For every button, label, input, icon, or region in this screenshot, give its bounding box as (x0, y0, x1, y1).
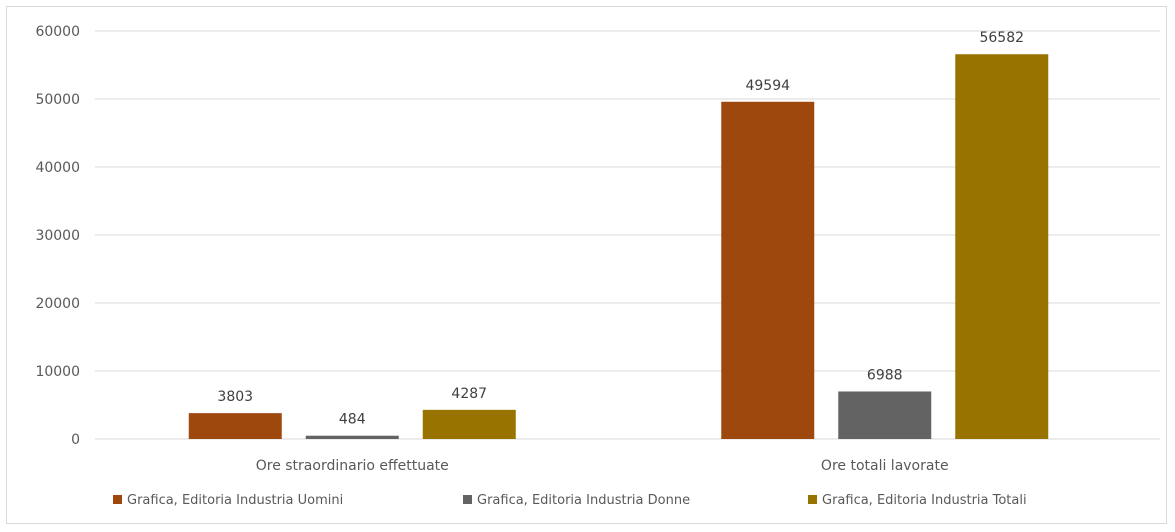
legend-label: Grafica, Editoria Industria Totali (822, 493, 1027, 508)
legend-swatch (808, 495, 817, 504)
y-tick-label: 40000 (35, 160, 80, 176)
bar (721, 101, 815, 439)
y-tick-label: 60000 (35, 24, 80, 40)
bar (188, 413, 282, 439)
y-axis-ticks: 0 10000 20000 30000 40000 50000 60000 (35, 24, 80, 448)
legend: Grafica, Editoria Industria Uomini Grafic… (113, 493, 1027, 508)
bar (955, 54, 1049, 439)
data-label: 56582 (979, 30, 1024, 46)
category-labels: Ore straordinario effettuate Ore totali l… (256, 458, 949, 474)
y-tick-label: 30000 (35, 228, 80, 244)
legend-label: Grafica, Editoria Industria Donne (477, 493, 690, 508)
y-tick-label: 10000 (35, 364, 80, 380)
bars (188, 54, 1049, 439)
data-label: 6988 (867, 367, 903, 383)
legend-label: Grafica, Editoria Industria Uomini (127, 493, 343, 508)
bar (422, 409, 516, 439)
bar (305, 435, 399, 439)
legend-swatch (463, 495, 472, 504)
y-tick-label: 50000 (35, 92, 80, 108)
data-label: 3803 (217, 389, 253, 405)
data-labels: 3803 484 4287 49594 6988 56582 (217, 30, 1024, 427)
category-label: Ore straordinario effettuate (256, 458, 449, 474)
data-label: 484 (339, 412, 366, 428)
data-label: 49594 (745, 78, 790, 94)
y-tick-label: 20000 (35, 296, 80, 312)
category-label: Ore totali lavorate (821, 458, 949, 474)
y-tick-label: 0 (71, 432, 80, 448)
legend-swatch (113, 495, 122, 504)
bar (838, 391, 932, 439)
data-label: 4287 (451, 386, 487, 402)
